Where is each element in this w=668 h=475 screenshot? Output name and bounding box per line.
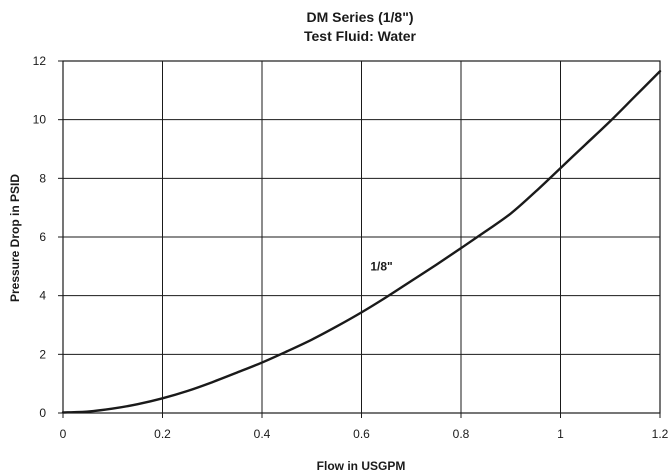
- y-tick-label: 2: [39, 347, 46, 361]
- y-tick-label: 10: [33, 113, 47, 127]
- x-tick-label: 0.6: [353, 427, 370, 441]
- y-axis-label: Pressure Drop in PSID: [8, 174, 22, 302]
- y-tick-label: 4: [39, 289, 46, 303]
- y-tick-label: 6: [39, 230, 46, 244]
- x-axis-label: Flow in USGPM: [317, 459, 406, 473]
- series-annotation-label: 1/8": [370, 259, 392, 273]
- x-tick-label: 0.8: [453, 427, 470, 441]
- y-tick-label: 8: [39, 171, 46, 185]
- y-axis-ticks: 0 2 4 6 8 10 12: [33, 54, 63, 420]
- y-tick-label: 12: [33, 54, 47, 68]
- x-tick-label: 0.4: [254, 427, 271, 441]
- series-line-1-8-inch: [61, 70, 662, 414]
- chart-subtitle: Test Fluid: Water: [304, 28, 417, 44]
- y-tick-label: 0: [39, 406, 46, 420]
- x-tick-label: 0: [60, 427, 67, 441]
- chart-title: DM Series (1/8"): [306, 9, 413, 25]
- x-axis-ticks: 0 0.2 0.4 0.6 0.8 1 1.2: [60, 413, 668, 441]
- grid-lines: [62, 60, 661, 414]
- x-tick-label: 0.2: [154, 427, 171, 441]
- x-tick-label: 1: [557, 427, 564, 441]
- x-tick-label: 1.2: [652, 427, 668, 441]
